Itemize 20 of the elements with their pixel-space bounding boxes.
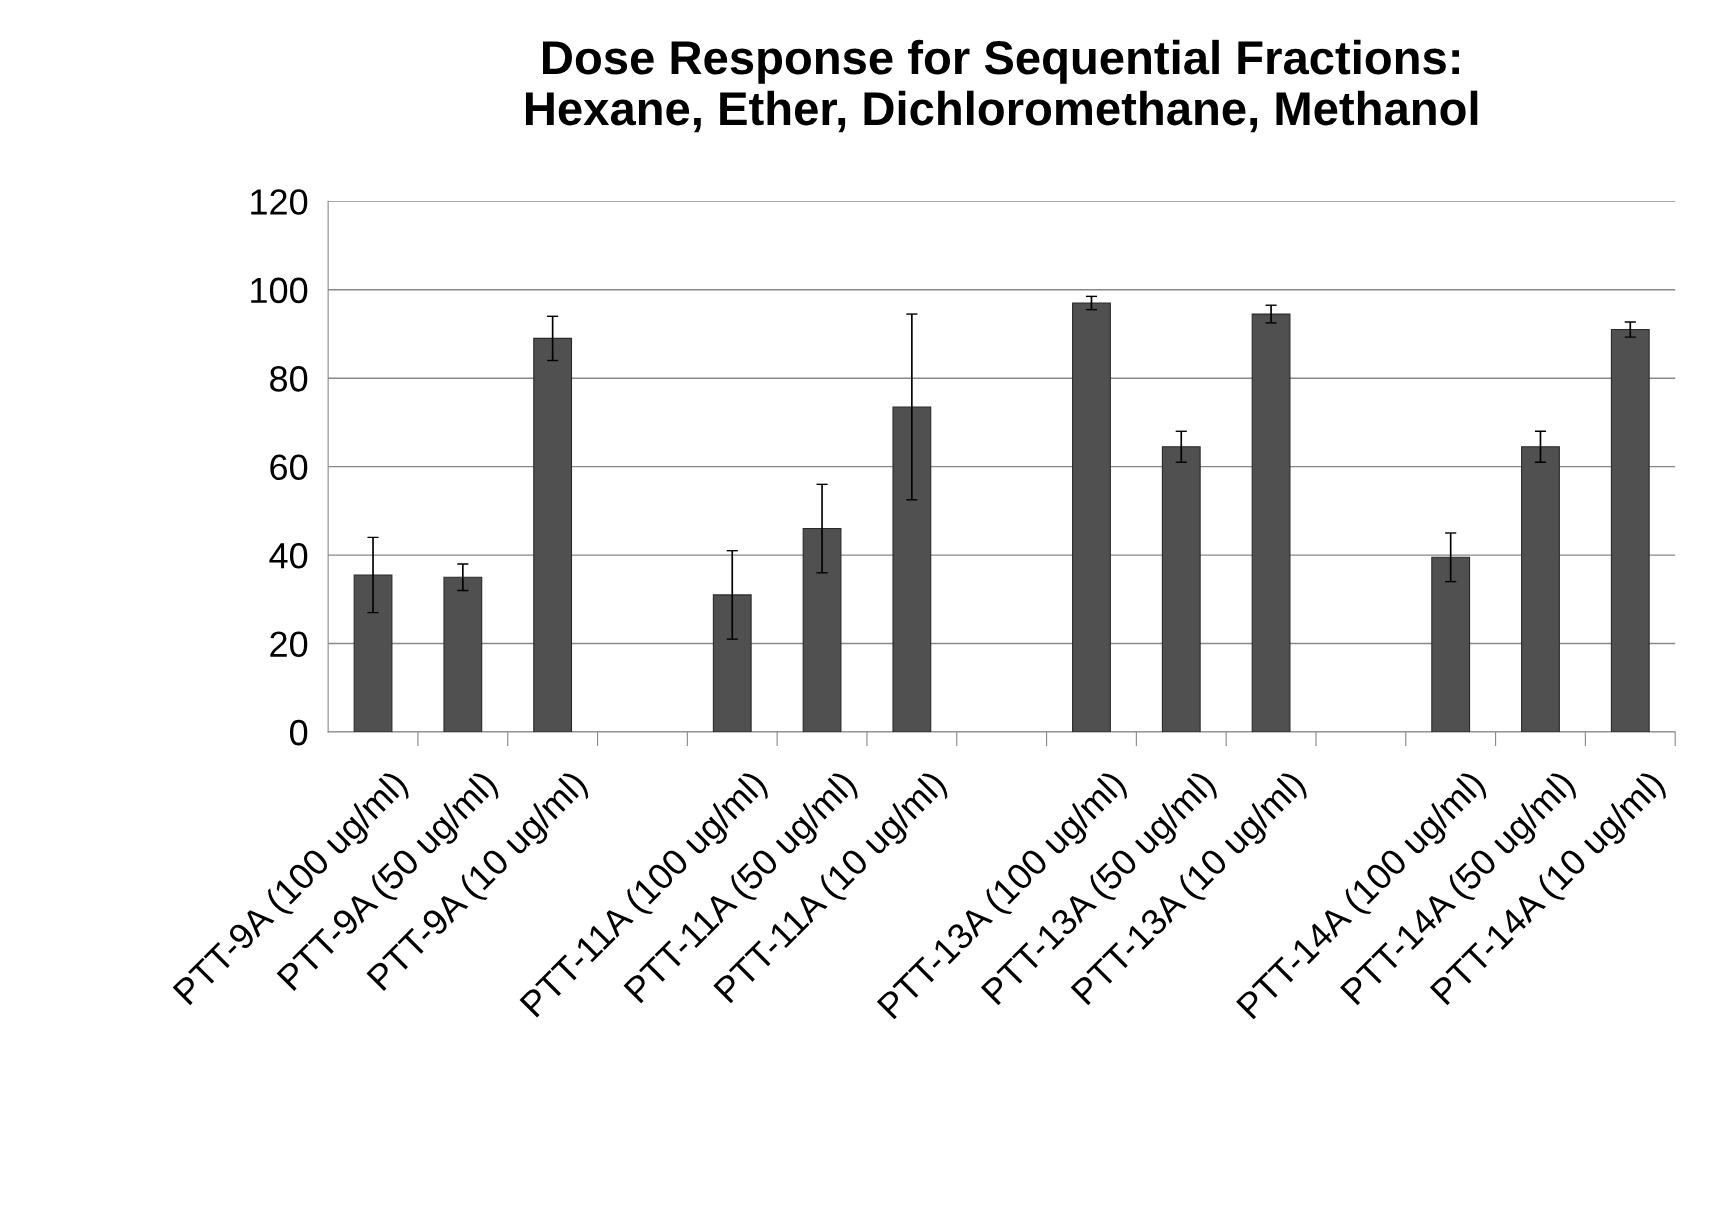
y-tick-label: 120 (251, 189, 308, 215)
y-tick-label: 0 (290, 719, 308, 746)
bar (1251, 313, 1291, 732)
y-tick-label: 60 (270, 454, 308, 481)
bar (892, 406, 932, 732)
y-tick-label: 20 (270, 631, 308, 657)
y-tick-label: 100 (251, 277, 308, 304)
bar (353, 574, 393, 732)
bar (1072, 302, 1111, 732)
bar (1521, 446, 1560, 732)
bar (1161, 446, 1201, 732)
bar (443, 576, 483, 732)
bar (802, 528, 842, 732)
bar (1610, 328, 1650, 732)
y-tick-label: 40 (269, 542, 308, 569)
chart-title: Dose Response for Sequential Fractions: Hexane, Ether, Dichloromethane, Methanol (525, 39, 1478, 133)
bar (712, 594, 752, 732)
y-tick-label: 80 (270, 366, 308, 392)
bar (533, 337, 573, 732)
bar (1431, 556, 1471, 732)
